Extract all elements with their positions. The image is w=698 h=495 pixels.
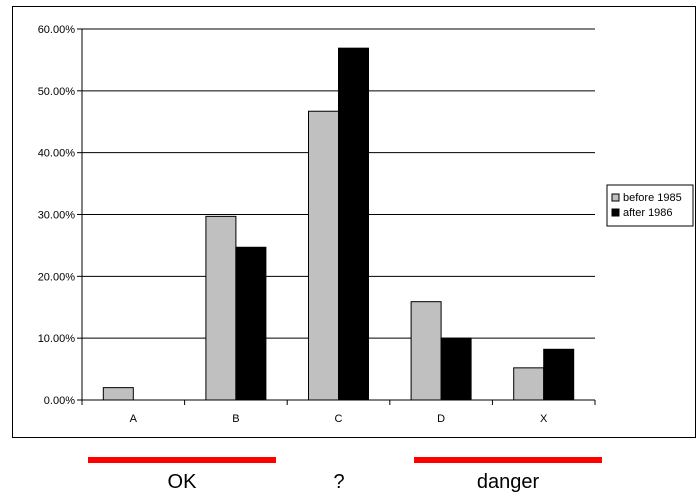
axes: 0.00% 10.00% 20.00% 30.00% 40.00% 50.00% 60.00… [38, 24, 596, 425]
bars [102, 47, 575, 401]
legend-label: after 1986 [623, 207, 673, 219]
legend-label: before 1985 [623, 192, 682, 204]
y-tick-label: 20.00% [38, 271, 76, 283]
x-tick-label: D [437, 413, 445, 425]
x-tick-label: A [130, 413, 138, 425]
y-tick-label: 30.00% [38, 210, 76, 222]
ok-range-bar [88, 457, 276, 463]
y-tick-label: 10.00% [38, 333, 76, 345]
bar-x-series-1 [513, 367, 545, 401]
bar-chart: 0.00% 10.00% 20.00% 30.00% 40.00% 50.00% 60.00… [38, 24, 694, 425]
x-tick-label: X [540, 413, 548, 425]
danger-range-bar [414, 457, 602, 463]
bar-x-series-2 [543, 348, 575, 401]
ok-label: OK [167, 471, 197, 493]
bar-a-series-1 [102, 387, 134, 401]
x-tick-label: C [335, 413, 343, 425]
danger-label: danger [476, 471, 540, 493]
uncertain-label: ? [333, 471, 345, 493]
bar-b-series-1 [205, 215, 237, 401]
bar-c-series-1 [308, 110, 339, 401]
legend-swatch [611, 193, 620, 202]
x-tick-label: B [232, 413, 239, 425]
legend-swatch [611, 208, 620, 217]
legend-box [606, 184, 694, 227]
bar-d-series-2 [440, 337, 472, 401]
bar-d-series-1 [410, 301, 442, 401]
bar-c-series-2 [338, 47, 369, 401]
chart-frame: 0.00% 10.00% 20.00% 30.00% 40.00% 50.00% 60.00… [12, 6, 696, 438]
bar-b-series-2 [235, 246, 267, 401]
y-tick-label: 50.00% [38, 86, 76, 98]
y-tick-label: 40.00% [38, 148, 76, 160]
y-tick-label: 60.00% [38, 24, 76, 36]
y-tick-label: 0.00% [44, 395, 75, 407]
legend: before 1985 after 1986 [606, 184, 694, 227]
